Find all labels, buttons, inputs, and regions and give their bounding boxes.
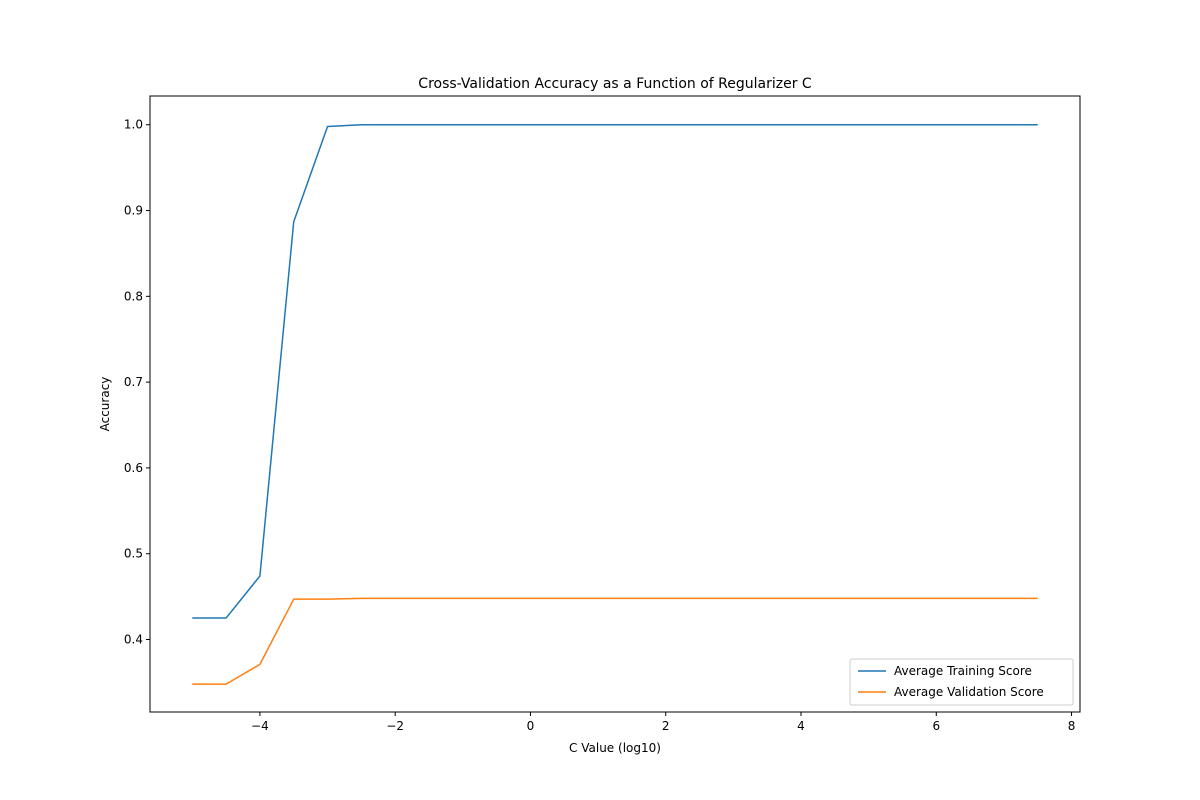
x-tick-label: 6: [932, 719, 940, 733]
x-axis-title: C Value (log10): [569, 741, 661, 755]
legend-label: Average Training Score: [894, 664, 1032, 678]
y-tick-label: 0.9: [124, 204, 143, 218]
y-tick-label: 1.0: [124, 118, 143, 132]
y-tick-label: 0.5: [124, 547, 143, 561]
series-line-validation: [192, 597, 1038, 685]
x-tick-label: −2: [386, 719, 404, 733]
y-tick-label: 0.8: [124, 289, 143, 303]
legend-box: [849, 658, 1074, 706]
chart-title: Cross-Validation Accuracy as a Function …: [418, 76, 812, 92]
y-tick-label: 0.7: [124, 375, 143, 389]
legend-label: Average Validation Score: [894, 685, 1044, 699]
x-tick-label: −4: [251, 719, 269, 733]
x-tick-label: 4: [797, 719, 805, 733]
plot-area: −4 −2 0 2 4 6 8 0.4 0.5 0.6 0.7 0.8 0.9 1.0: [124, 95, 1081, 733]
x-tick-label: 0: [527, 719, 535, 733]
y-tick-label: 0.4: [124, 633, 143, 647]
x-tick-label: 8: [1068, 719, 1076, 733]
axes-frame: [149, 95, 1081, 713]
y-axis-title: Accuracy: [98, 377, 112, 432]
y-tick-label: 0.6: [124, 461, 143, 475]
x-tick-label: 2: [662, 719, 670, 733]
series-line-training: [192, 123, 1038, 619]
legend: Average Training Score Average Validation…: [849, 658, 1074, 706]
